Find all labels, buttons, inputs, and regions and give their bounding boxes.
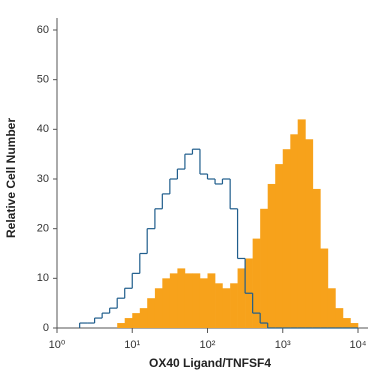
bar — [117, 323, 126, 328]
bar — [342, 318, 351, 328]
x-tick-label: 10⁰ — [49, 339, 66, 351]
bar — [312, 188, 321, 328]
x-axis-label: OX40 Ligand/TNFSF4 — [149, 356, 271, 370]
bar — [154, 288, 163, 328]
y-tick-label: 40 — [37, 123, 49, 135]
x-tick-label: 10³ — [275, 339, 291, 351]
bar — [147, 298, 156, 328]
bar — [260, 208, 269, 328]
bar — [327, 288, 336, 328]
bar — [267, 183, 276, 328]
x-tick-label: 10⁴ — [350, 339, 367, 351]
bar — [275, 164, 284, 328]
bar — [297, 119, 306, 329]
y-tick-label: 60 — [37, 24, 49, 36]
x-tick-label: 10² — [200, 339, 216, 351]
bar — [320, 248, 329, 328]
bar — [199, 278, 208, 328]
bar — [335, 308, 344, 328]
bar — [290, 134, 298, 328]
bar — [207, 273, 216, 328]
bar — [222, 288, 231, 328]
y-tick-label: 20 — [37, 223, 49, 235]
bar — [237, 268, 246, 328]
bar — [215, 283, 223, 328]
bar — [230, 283, 238, 328]
y-tick-label: 50 — [37, 74, 49, 86]
x-tick-label: 10¹ — [124, 339, 140, 351]
y-tick-label: 10 — [37, 272, 49, 284]
y-tick-label: 30 — [37, 173, 49, 185]
y-tick-label: 0 — [43, 322, 49, 334]
bar — [132, 313, 141, 328]
y-axis-label: Relative Cell Number — [4, 118, 18, 238]
bar — [124, 318, 133, 328]
bar — [184, 273, 193, 328]
bar — [162, 278, 171, 328]
bar — [139, 308, 148, 328]
bar — [350, 323, 359, 328]
bar — [282, 149, 291, 328]
bar — [177, 268, 186, 328]
bar — [252, 238, 261, 328]
bar — [305, 139, 314, 328]
bar — [192, 273, 201, 328]
bar — [169, 273, 178, 328]
